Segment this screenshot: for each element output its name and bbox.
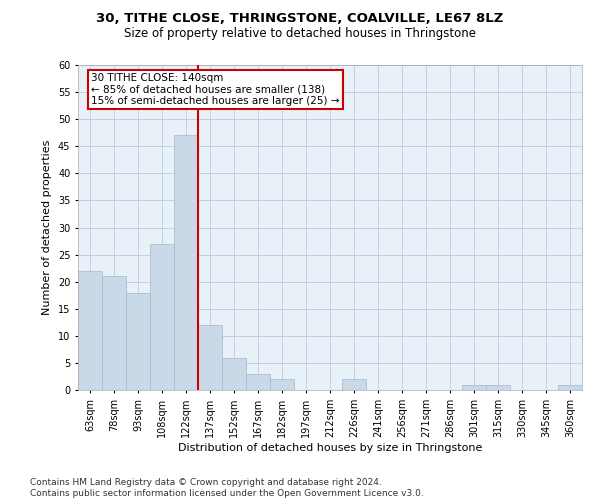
Bar (126, 292, 150, 390)
Bar (150, 244, 174, 390)
Text: 30, TITHE CLOSE, THRINGSTONE, COALVILLE, LE67 8LZ: 30, TITHE CLOSE, THRINGSTONE, COALVILLE,… (97, 12, 503, 26)
Bar (558, 384, 582, 390)
Bar (198, 325, 222, 390)
Text: Contains HM Land Registry data © Crown copyright and database right 2024.
Contai: Contains HM Land Registry data © Crown c… (30, 478, 424, 498)
Bar (270, 379, 294, 390)
Bar (102, 276, 126, 390)
Bar (462, 384, 486, 390)
Text: 30 TITHE CLOSE: 140sqm
← 85% of detached houses are smaller (138)
15% of semi-de: 30 TITHE CLOSE: 140sqm ← 85% of detached… (91, 73, 340, 106)
Text: Size of property relative to detached houses in Thringstone: Size of property relative to detached ho… (124, 28, 476, 40)
Bar (78, 271, 102, 390)
Y-axis label: Number of detached properties: Number of detached properties (43, 140, 52, 315)
X-axis label: Distribution of detached houses by size in Thringstone: Distribution of detached houses by size … (178, 442, 482, 452)
Bar (486, 384, 510, 390)
Bar (342, 379, 366, 390)
Bar (174, 136, 198, 390)
Bar (222, 358, 246, 390)
Bar (246, 374, 270, 390)
